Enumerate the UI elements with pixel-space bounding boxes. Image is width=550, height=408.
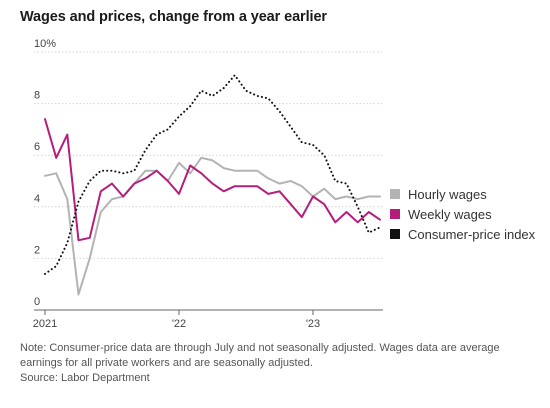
- legend-label: Consumer-price index: [408, 226, 536, 242]
- y-axis-ticks: 0 2 4 6 8 10%: [34, 38, 56, 308]
- y-tick-label-10: 10%: [34, 38, 56, 50]
- legend-item-weekly-wages: Weekly wages: [390, 204, 535, 224]
- legend-swatch-weekly-wages: [390, 209, 400, 219]
- x-tick-label-2021: 2021: [33, 318, 57, 330]
- source-text: Source: Labor Department: [20, 372, 150, 384]
- gridlines: [34, 51, 383, 259]
- y-tick-label-0: 0: [34, 296, 40, 308]
- legend-label: Hourly wages: [408, 186, 487, 202]
- x-tick-label-23: '23: [306, 318, 320, 330]
- y-tick-label-4: 4: [34, 193, 40, 205]
- series-line-weekly-wages: [44, 118, 381, 242]
- x-axis: 2021 '22 '23: [33, 309, 383, 330]
- series-line-hourly-wages: [44, 156, 381, 296]
- series-lines: [44, 74, 381, 296]
- y-tick-label-6: 6: [34, 141, 40, 153]
- series-line-consumer-price-index: [44, 74, 381, 275]
- line-chart: 0 2 4 6 8 10% 2021 '22 '23: [33, 38, 383, 330]
- legend-swatch-hourly-wages: [390, 189, 400, 199]
- y-tick-label-2: 2: [34, 244, 40, 256]
- legend-label: Weekly wages: [408, 206, 492, 222]
- x-tick-label-22: '22: [172, 318, 186, 330]
- legend-swatch-consumer-price-index: [390, 229, 400, 239]
- legend-item-consumer-price-index: Consumer-price index: [390, 224, 535, 244]
- note-text: Note: Consumer-price data are through Ju…: [20, 342, 500, 369]
- footnote: Note: Consumer-price data are through Ju…: [20, 341, 535, 386]
- chart-title: Wages and prices, change from a year ear…: [20, 9, 327, 25]
- legend-item-hourly-wages: Hourly wages: [390, 184, 535, 204]
- legend: Hourly wages Weekly wages Consumer-price…: [390, 184, 535, 244]
- y-tick-label-8: 8: [34, 90, 40, 102]
